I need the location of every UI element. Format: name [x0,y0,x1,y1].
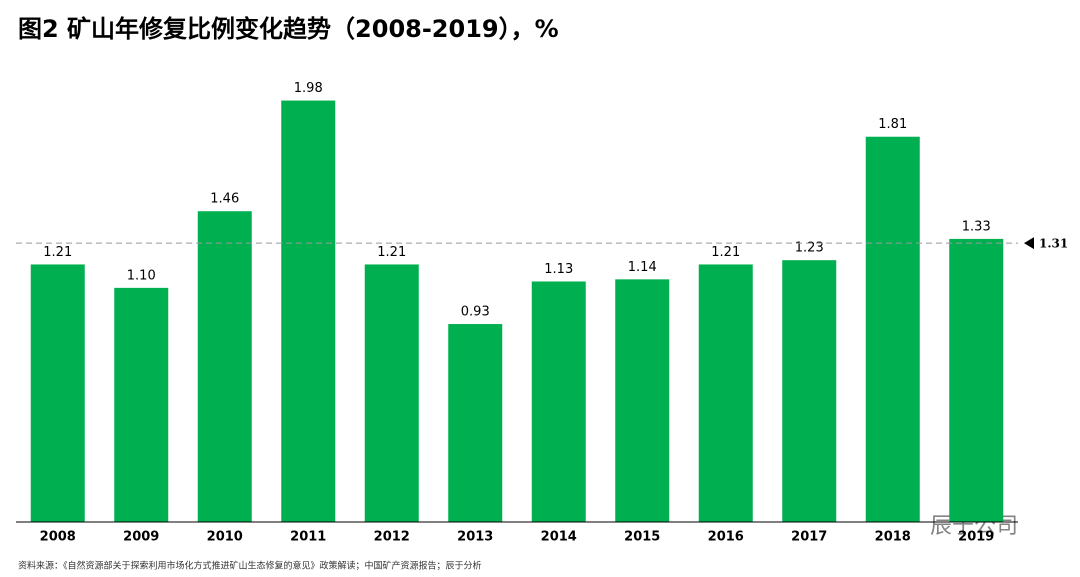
x-tick-label: 2009 [123,530,159,545]
bar [949,238,1004,522]
value-label: 1.23 [795,241,824,256]
value-label: 1.13 [544,262,573,277]
source-note: 资料来源：《自然资源部关于探索利用市场化方式推进矿山生态修复的意见》政策解读；中… [18,560,482,572]
bar [281,100,336,523]
value-label: 1.14 [628,260,657,275]
value-label: 1.10 [127,268,156,283]
bar [865,136,920,522]
chart-title: 图2 矿山年修复比例变化趋势（2008-2019），% [18,15,559,43]
x-tick-label: 2016 [708,530,744,545]
bar [615,279,670,522]
bar [197,211,252,522]
x-tick-label: 2017 [791,530,827,545]
average-marker [1024,237,1034,250]
bar [114,287,169,522]
value-label: 0.93 [461,305,490,320]
x-tick-label: 2011 [290,530,326,545]
value-label: 1.81 [878,117,907,132]
value-label: 1.21 [377,245,406,260]
value-label: 1.46 [210,192,239,207]
bar [448,324,503,522]
bar [531,281,586,522]
value-label: 1.21 [43,245,72,260]
bar [698,264,753,522]
x-tick-label: 2019 [958,530,994,545]
x-tick-label: 2015 [624,530,660,545]
bar [30,264,85,522]
average-label: 1.31 [1039,237,1068,251]
value-label: 1.98 [294,81,323,96]
value-label: 1.33 [962,219,991,234]
x-tick-label: 2010 [207,530,243,545]
x-tick-label: 2014 [541,530,577,545]
bar [364,264,419,522]
value-label: 1.21 [711,245,740,260]
x-tick-label: 2013 [457,530,493,545]
x-tick-label: 2018 [875,530,911,545]
bar [782,260,837,522]
x-tick-label: 2012 [374,530,410,545]
x-tick-label: 2008 [40,530,76,545]
